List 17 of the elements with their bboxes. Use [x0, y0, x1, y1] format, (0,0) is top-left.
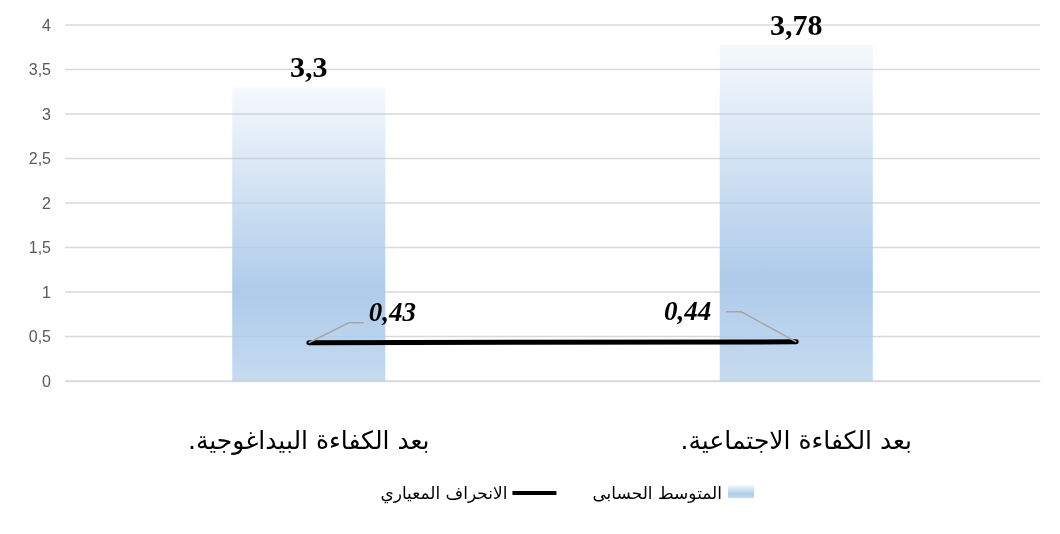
legend-label: الانحراف المعياري: [380, 483, 508, 504]
data-label: 3,3: [290, 50, 328, 84]
y-tick-label: 3,5: [28, 61, 52, 79]
y-tick-label: 4: [42, 16, 52, 34]
y-tick-label: 1,5: [28, 239, 52, 257]
y-tick-label: 3: [42, 105, 52, 123]
y-tick-label: 0: [42, 372, 52, 390]
y-tick-label: 1: [42, 283, 52, 301]
y-tick-label: 2,5: [28, 150, 52, 168]
legend-label: المتوسط الحسابى: [592, 483, 722, 503]
data-label: 3,78: [770, 7, 823, 41]
x-tick-label: بعد الكفاءة البيداغوجية.: [187, 425, 430, 455]
y-tick-label: 0,5: [28, 328, 52, 346]
y-tick-label: 2: [42, 194, 52, 212]
x-tick-label: بعد الكفاءة الاجتماعية.: [680, 425, 913, 455]
data-label: 0,43: [368, 296, 416, 327]
data-label: 0,44: [664, 295, 712, 326]
